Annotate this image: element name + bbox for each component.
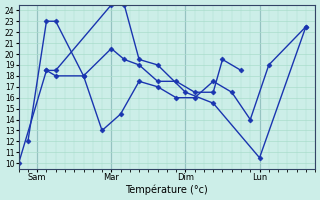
X-axis label: Température (°c): Température (°c)	[125, 185, 208, 195]
